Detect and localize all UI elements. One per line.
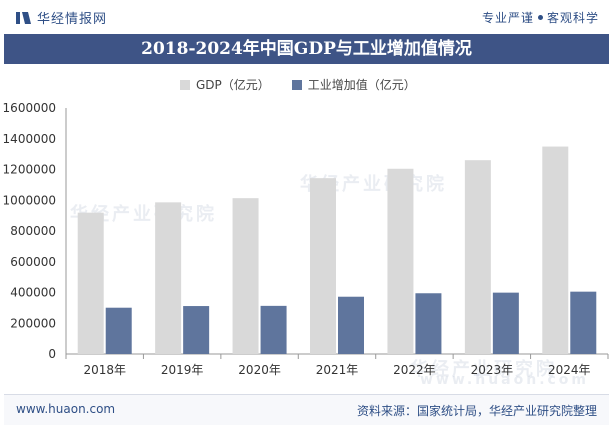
x-tick-label: 2023年	[471, 363, 514, 377]
bar-gdp	[155, 202, 182, 354]
bar-gdp	[387, 168, 414, 354]
y-tick-label: 1000000	[3, 193, 56, 207]
x-tick-label: 2018年	[83, 363, 126, 377]
bar-gdp	[232, 198, 259, 354]
footer-source: 资料来源：国家统计局，华经产业研究院整理	[356, 404, 597, 418]
bar-gdp	[77, 212, 104, 354]
bar-gdp	[542, 146, 569, 354]
legend-label-gdp: GDP（亿元）	[196, 78, 270, 92]
bar-industry	[183, 306, 210, 354]
x-tick-label: 2019年	[161, 363, 204, 377]
bar-gdp	[464, 160, 491, 354]
bar-chart: 0 200000 400000 600000 800000 1000000 1200000 1…	[3, 101, 609, 377]
y-tick-label: 1400000	[3, 132, 56, 146]
legend-swatch-gdp	[180, 79, 190, 90]
y-tick-label: 1600000	[3, 101, 56, 115]
x-tick-label: 2024年	[548, 363, 591, 377]
slogan-dot-icon	[537, 15, 543, 20]
legend-item-industry[interactable]: 工业增加值（亿元）	[291, 76, 416, 93]
bar-industry	[105, 307, 132, 354]
y-tick-label: 200000	[10, 316, 56, 330]
bar-industry	[260, 305, 287, 354]
x-tick-label: 2022年	[393, 363, 436, 377]
x-tick-label: 2021年	[316, 363, 359, 377]
bar-industry	[338, 296, 364, 354]
x-tick-label: 2020年	[238, 363, 281, 377]
bar-industry	[570, 291, 597, 354]
slogan: 专业严谨 客观科学	[482, 9, 599, 26]
legend-label-industry: 工业增加值（亿元）	[307, 78, 416, 92]
legend-swatch-industry	[291, 79, 302, 90]
bar-industry	[415, 293, 442, 354]
top-bar: 华经情报网 专业严谨 客观科学	[0, 0, 613, 34]
y-tick-label: 0	[48, 347, 56, 361]
y-tick-label: 800000	[10, 224, 56, 238]
y-tick-label: 1200000	[3, 163, 56, 177]
footer: www.huaon.com 资料来源：国家统计局，华经产业研究院整理	[4, 394, 609, 425]
slogan-right: 客观科学	[546, 11, 599, 25]
y-tick-label: 400000	[10, 286, 56, 300]
chart-legend: GDP（亿元） 工业增加值（亿元）	[180, 76, 438, 93]
brand-logo-icon	[16, 11, 31, 24]
slogan-left: 专业严谨	[481, 11, 534, 25]
footer-website-link[interactable]: www.huaon.com	[16, 402, 116, 416]
brand[interactable]: 华经情报网	[16, 8, 107, 27]
y-tick-label: 600000	[10, 255, 56, 269]
legend-item-gdp[interactable]: GDP（亿元）	[180, 76, 270, 93]
chart-title: 2018-2024年中国GDP与工业增加值情况	[4, 34, 609, 64]
bar-gdp	[310, 178, 336, 354]
brand-name: 华经情报网	[37, 12, 108, 27]
bar-industry	[492, 292, 519, 354]
